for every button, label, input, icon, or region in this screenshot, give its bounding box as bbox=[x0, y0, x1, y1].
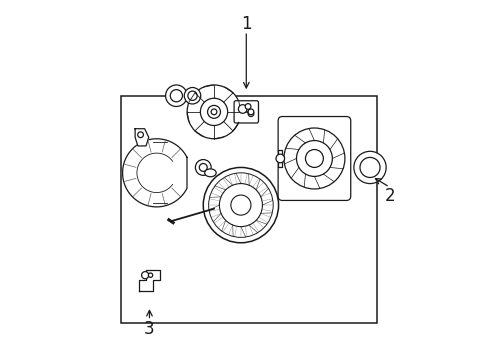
Circle shape bbox=[353, 151, 386, 184]
Circle shape bbox=[203, 167, 278, 243]
Circle shape bbox=[305, 149, 323, 167]
Circle shape bbox=[275, 154, 284, 163]
Bar bbox=[121, 96, 376, 323]
Polygon shape bbox=[135, 129, 148, 146]
Circle shape bbox=[184, 87, 201, 104]
FancyBboxPatch shape bbox=[278, 117, 350, 201]
Circle shape bbox=[244, 104, 250, 109]
Circle shape bbox=[195, 159, 211, 175]
Polygon shape bbox=[139, 270, 160, 291]
Text: 1: 1 bbox=[241, 15, 251, 33]
Text: 2: 2 bbox=[384, 187, 394, 205]
FancyBboxPatch shape bbox=[234, 101, 258, 123]
Circle shape bbox=[211, 109, 217, 115]
Circle shape bbox=[187, 85, 241, 139]
Circle shape bbox=[247, 111, 253, 117]
Circle shape bbox=[247, 109, 253, 115]
Ellipse shape bbox=[204, 169, 216, 177]
Circle shape bbox=[359, 157, 379, 177]
Circle shape bbox=[142, 271, 148, 279]
Circle shape bbox=[230, 195, 250, 215]
Polygon shape bbox=[278, 149, 282, 167]
Circle shape bbox=[148, 273, 152, 277]
Text: 3: 3 bbox=[144, 320, 155, 338]
Circle shape bbox=[238, 105, 246, 113]
Circle shape bbox=[138, 132, 143, 138]
Circle shape bbox=[284, 128, 344, 189]
Polygon shape bbox=[122, 139, 186, 207]
Circle shape bbox=[165, 85, 187, 107]
